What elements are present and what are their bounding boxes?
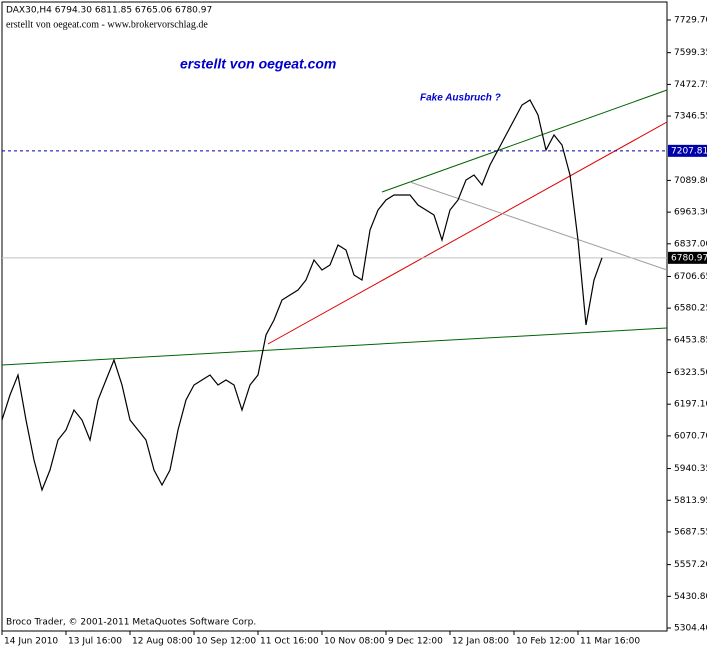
y-tick-label: 5304.40 [674,623,707,633]
y-tick-label: 7599.35 [674,48,707,58]
y-tick-label: 5430.80 [674,592,707,602]
y-tick-label: 7472.75 [674,80,707,90]
y-tick-label: 6197.10 [674,400,707,410]
y-tick-label: 5813.95 [674,496,707,506]
y-tick-label: 6580.25 [674,304,707,314]
annotation: Fake Ausbruch ? [420,93,501,104]
chart-subtitle: erstellt von oegeat.com - www.brokervors… [6,19,208,30]
footer: Broco Trader, © 2001-2011 MetaQuotes Sof… [6,618,256,628]
chart-title: DAX30,H4 6794.30 6811.85 6765.06 6780.97 [6,6,212,16]
x-tick-label: 11 Oct 16:00 [260,637,319,647]
y-tick-label: 6963.30 [674,208,707,218]
price-label-box [668,144,707,157]
x-tick-label: 12 Aug 08:00 [132,637,193,647]
x-tick-label: 10 Nov 08:00 [324,637,385,647]
y-tick-label: 6706.65 [674,272,707,282]
price-label: 6780.97 [671,253,707,263]
price-label-box [668,251,707,264]
x-tick-label: 12 Jan 08:00 [452,637,509,647]
x-tick-label: 9 Dec 12:00 [388,637,443,647]
y-tick-label: 5687.55 [674,527,707,537]
red-trend-line [267,121,668,345]
trend-lines [1,89,668,366]
price-label: 7207.81 [671,146,707,156]
x-tick-label: 13 Jul 16:00 [68,637,122,647]
x-tick-label: 10 Sep 12:00 [196,637,256,647]
price-line-series [1,99,603,492]
x-tick-label: 10 Feb 12:00 [516,637,575,647]
y-tick-label: 6323.50 [674,368,707,378]
support-line [1,327,668,366]
x-tick-label: 14 Jun 2010 [4,637,58,647]
y-tick-label: 6453.85 [674,335,707,345]
y-tick-label: 6837.00 [674,239,707,249]
y-tick-label: 7346.55 [674,112,707,122]
annotation: erstellt von oegeat.com [180,56,336,72]
resistance-line [381,89,668,193]
gray-trend-line [409,181,668,271]
x-tick-label: 11 Mar 16:00 [580,637,640,647]
plot-frame [1,1,668,632]
y-tick-label: 5940.35 [674,464,707,474]
y-tick-label: 7089.80 [674,176,707,186]
y-tick-label: 7729.70 [674,16,707,26]
y-tick-label: 5557.20 [674,560,707,570]
y-tick-label: 6070.70 [674,431,707,441]
